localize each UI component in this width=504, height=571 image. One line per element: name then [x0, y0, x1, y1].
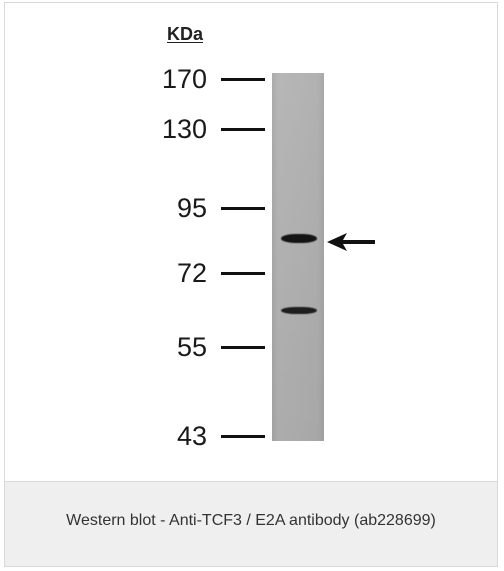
unit-label: KDa — [167, 24, 204, 44]
marker-130: 130 — [5, 114, 275, 144]
marker-95: 95 — [5, 193, 275, 223]
marker-tick — [221, 435, 265, 438]
marker-tick — [221, 128, 265, 131]
marker-tick — [221, 78, 265, 81]
marker-label: 72 — [176, 258, 207, 288]
marker-170: 170 — [5, 64, 275, 94]
caption-panel: Western blot - Anti-TCF3 / E2A antibody … — [5, 481, 497, 566]
marker-tick — [221, 272, 265, 275]
marker-label: 43 — [176, 421, 207, 451]
marker-tick — [221, 207, 265, 210]
lane-texture — [272, 73, 324, 441]
marker-label: 55 — [176, 332, 207, 362]
arrow-left-icon — [327, 233, 375, 251]
marker-43: 43 — [5, 421, 275, 451]
band-lower — [281, 307, 317, 314]
figure-card: KDa 170 130 95 72 55 43 — [4, 2, 498, 567]
marker-label: 95 — [176, 193, 207, 223]
western-blot-image: KDa 170 130 95 72 55 43 — [5, 3, 497, 481]
marker-label: 170 — [161, 64, 207, 94]
blot-lane — [272, 73, 324, 441]
marker-55: 55 — [5, 332, 275, 362]
marker-label: 130 — [161, 114, 207, 144]
figure-caption: Western blot - Anti-TCF3 / E2A antibody … — [66, 512, 436, 529]
marker-tick — [221, 346, 265, 349]
marker-72: 72 — [5, 258, 275, 288]
band-main — [281, 234, 317, 243]
